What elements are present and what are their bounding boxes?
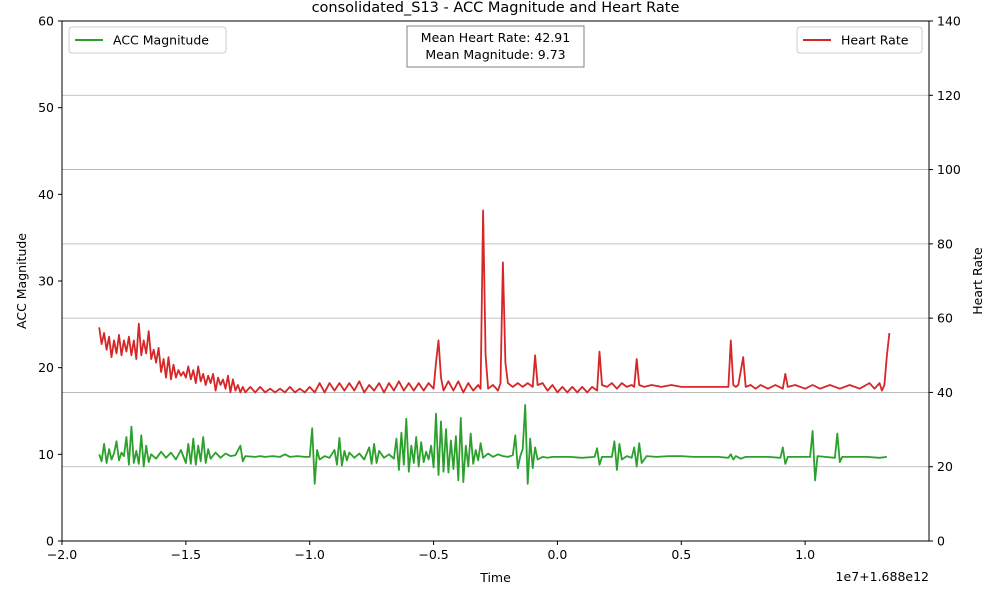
mean-magnitude-text: Mean Magnitude: 9.73 — [425, 47, 565, 62]
y-right-tick-label: 140 — [937, 14, 961, 29]
x-axis-label: Time — [479, 570, 511, 585]
y-right-tick-label: 120 — [937, 88, 961, 103]
series-layer — [98, 209, 891, 485]
x-tick-label: −1.0 — [295, 547, 325, 562]
y-left-tick-label: 0 — [46, 534, 54, 549]
y-left-tick-label: 20 — [38, 360, 54, 375]
grid-lines — [62, 94, 929, 468]
legend-hr-label: Heart Rate — [841, 33, 909, 48]
series-line-heart-rate — [98, 209, 891, 394]
x-tick-label: −2.0 — [47, 547, 77, 562]
legend-hr-box — [796, 26, 923, 54]
stats-box — [406, 25, 585, 68]
y-right-tick-label: 20 — [937, 459, 953, 474]
y-axis-left: 0 10 20 30 40 50 60 — [38, 14, 62, 549]
y-right-tick-label: 80 — [937, 236, 953, 251]
y-left-tick-label: 50 — [38, 100, 54, 115]
stats-annotation: Mean Heart Rate: 42.91 Mean Magnitude: 9… — [406, 25, 585, 68]
y-right-tick-label: 60 — [937, 311, 953, 326]
mean-heart-rate-text: Mean Heart Rate: 42.91 — [421, 30, 570, 45]
plot-frame — [61, 20, 930, 542]
y-axis-right-label: Heart Rate — [970, 247, 985, 315]
y-right-tick-label: 0 — [937, 534, 945, 549]
x-tick-label: −1.5 — [171, 547, 201, 562]
legend-acc-label: ACC Magnitude — [113, 33, 209, 48]
y-left-tick-label: 40 — [38, 187, 54, 202]
y-right-tick-label: 100 — [937, 162, 961, 177]
y-left-tick-label: 30 — [38, 274, 54, 289]
chart-title: consolidated_S13 - ACC Magnitude and Hea… — [312, 0, 680, 16]
legend-acc: ACC Magnitude — [68, 26, 227, 54]
y-left-tick-label: 10 — [38, 447, 54, 462]
legend-heart-rate: Heart Rate — [796, 26, 923, 54]
y-axis-right: 0 20 40 60 80 100 120 140 — [929, 14, 961, 549]
y-right-tick-label: 40 — [937, 385, 953, 400]
y-axis-left-label: ACC Magnitude — [14, 233, 29, 329]
x-offset-label: 1e7+1.688e12 — [836, 569, 929, 584]
series-line-acc-magnitude — [98, 404, 888, 485]
x-tick-label: 1.0 — [795, 547, 815, 562]
x-tick-label: 0.0 — [547, 547, 567, 562]
x-tick-label: 0.5 — [671, 547, 691, 562]
y-left-tick-label: 60 — [38, 14, 54, 29]
x-tick-label: −0.5 — [418, 547, 448, 562]
legend-acc-box — [68, 26, 227, 54]
x-axis: −2.0 −1.5 −1.0 −0.5 0.0 0.5 1.0 — [47, 541, 815, 562]
